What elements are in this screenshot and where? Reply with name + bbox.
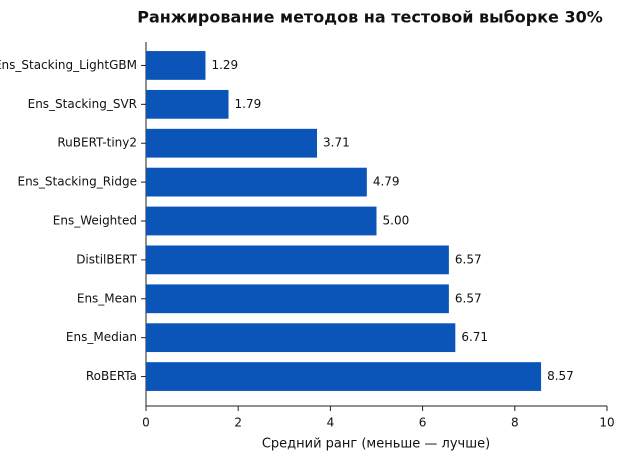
value-label: 1.79 — [235, 97, 262, 111]
bar — [146, 89, 229, 119]
bar — [146, 284, 449, 314]
x-tick-label: 4 — [327, 416, 335, 430]
y-tick-label: Ens_Mean — [77, 291, 137, 305]
bar — [146, 167, 367, 197]
bar — [146, 128, 318, 158]
chart-title: Ранжирование методов на тестовой выборке… — [137, 8, 603, 27]
y-tick-label: Ens_Weighted — [53, 214, 137, 228]
y-tick-label: Ens_Stacking_LightGBM — [0, 58, 137, 72]
x-tick-label: 10 — [599, 416, 614, 430]
bar — [146, 51, 206, 80]
y-tick-label: DistilBERT — [76, 252, 137, 266]
value-label: 4.79 — [373, 175, 400, 189]
y-tick-label: RoBERTa — [86, 369, 137, 383]
y-tick-label: Ens_Stacking_SVR — [28, 97, 137, 111]
bar — [146, 362, 542, 391]
y-tick-label: Ens_Median — [66, 330, 137, 344]
y-tick-label: Ens_Stacking_Ridge — [17, 175, 137, 189]
value-label: 6.57 — [455, 252, 482, 266]
bar — [146, 323, 456, 353]
x-tick-label: 6 — [419, 416, 427, 430]
x-tick-label: 8 — [511, 416, 519, 430]
x-axis-label: Средний ранг (меньше — лучше) — [262, 437, 490, 452]
value-label: 3.71 — [323, 136, 350, 150]
value-label: 5.00 — [383, 214, 410, 228]
value-label: 8.57 — [547, 369, 574, 383]
x-tick-label: 2 — [234, 416, 242, 430]
x-tick-label: 0 — [142, 416, 150, 430]
bar — [146, 206, 377, 236]
bar — [146, 245, 449, 275]
y-tick-label: RuBERT-tiny2 — [57, 136, 137, 150]
value-label: 1.29 — [211, 58, 238, 72]
value-label: 6.57 — [455, 291, 482, 305]
value-label: 6.71 — [461, 330, 488, 344]
